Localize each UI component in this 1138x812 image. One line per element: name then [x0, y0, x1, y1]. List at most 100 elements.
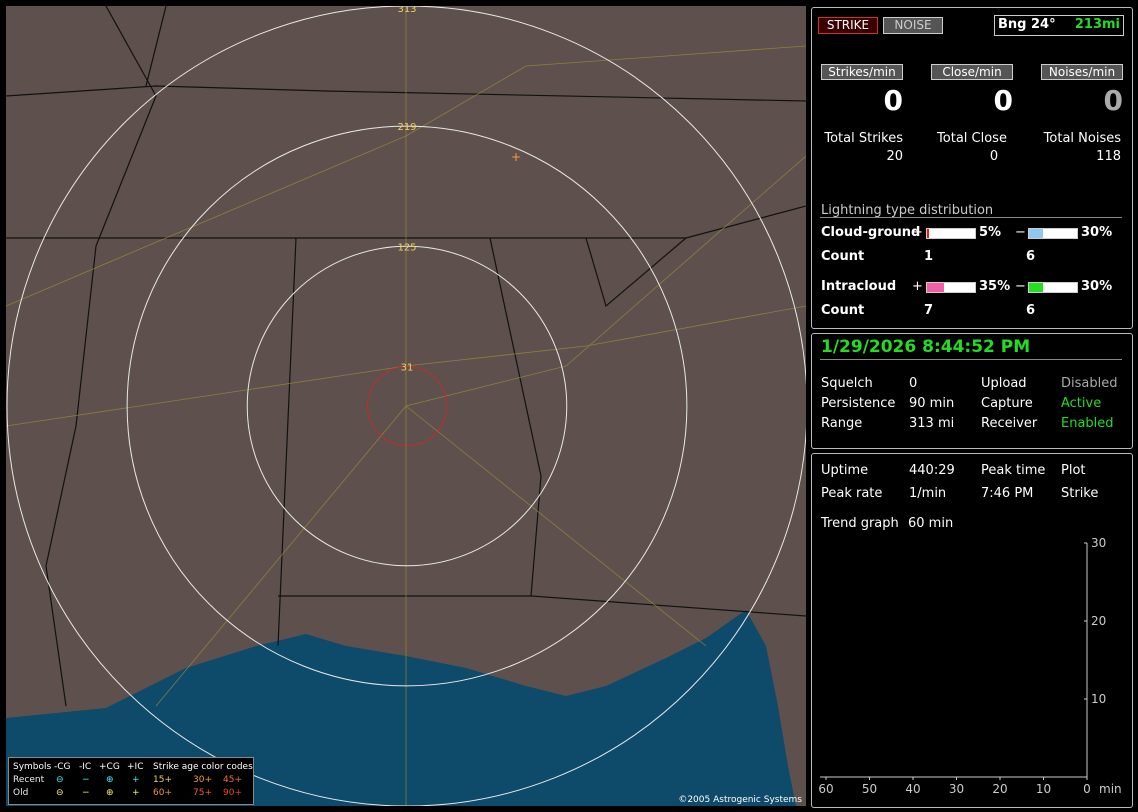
legend-cell: ⊕ [106, 775, 114, 785]
x-tick-label: 40 [905, 782, 920, 796]
range-ring [6, 6, 806, 806]
range-ring [126, 125, 688, 687]
noise-button[interactable]: NOISE [883, 17, 943, 34]
stat-item: Strike [1061, 486, 1099, 501]
legend-header: +IC [127, 762, 144, 772]
total-value: 118 [1096, 149, 1121, 164]
status-item: Upload [981, 376, 1027, 391]
percent: 30% [1081, 225, 1113, 240]
total-label: Total Noises [1043, 131, 1121, 146]
copyright: ©2005 Astrogenic Systems [678, 795, 802, 805]
counts-panel [811, 7, 1133, 329]
count: 7 [924, 303, 934, 318]
status-item: Enabled [1061, 416, 1114, 431]
rate-value: 0 [1103, 84, 1123, 117]
legend-header: Symbols [13, 762, 52, 772]
legend-header: -CG [54, 762, 71, 772]
state-lines [6, 6, 806, 707]
bar-fill [927, 229, 930, 238]
count-label: Count [821, 249, 865, 264]
sign: + [912, 279, 923, 294]
map: + ©2005 Astrogenic Systems 31 125 219 313 [6, 6, 806, 806]
legend-cell: ⊖ [56, 775, 64, 785]
stat-item: Peak rate [821, 486, 883, 501]
legend-header: Strike age color codes [153, 762, 253, 772]
sign: + [912, 225, 923, 240]
stat-item: 7:46 PM [981, 486, 1034, 501]
stat-item: Plot [1061, 463, 1086, 478]
legend-cell: ⊕ [106, 788, 114, 798]
legend-cell: 45+ [223, 775, 242, 785]
legend-cell: 90+ [223, 788, 242, 798]
legend-header: +CG [99, 762, 120, 772]
divider [820, 359, 1122, 360]
type-name: Cloud-ground [821, 225, 921, 240]
legend-cell: 15+ [153, 775, 172, 785]
legend-cell: + [132, 775, 140, 785]
percent: 5% [979, 225, 1002, 240]
trend-label: Trend graph [821, 516, 899, 531]
stat-item: 1/min [909, 486, 947, 501]
legend-cell: 75+ [193, 788, 212, 798]
range-ring [246, 245, 568, 567]
legend-cell: − [82, 788, 90, 798]
x-tick-label: 60 [818, 782, 833, 796]
sign: − [1015, 279, 1026, 294]
legend-cell: + [132, 788, 140, 798]
count: 6 [1026, 303, 1036, 318]
legend-cell: ⊖ [56, 788, 64, 798]
status-item: Active [1061, 396, 1102, 411]
status-item: Squelch [821, 376, 873, 391]
trend-value: 60 min [908, 516, 954, 531]
status-item: 313 mi [909, 416, 955, 431]
y-tick-label: 10 [1091, 692, 1106, 706]
status-item: Persistence [821, 396, 896, 411]
bearing-box: Bng 24° 213mi [994, 15, 1124, 36]
bar-box [1028, 282, 1078, 293]
status-item: Disabled [1061, 376, 1118, 391]
rate-label: Close/min [931, 64, 1013, 80]
y-tick-label: 20 [1091, 614, 1106, 628]
distance: 213mi [1074, 17, 1120, 32]
trend-graph: 10 20 30 60 50 40 30 20 10 0 min [818, 536, 1122, 796]
status-item: 0 [909, 376, 918, 391]
strike-marker: + [511, 150, 521, 164]
legend-cell: 60+ [153, 788, 172, 798]
status-item: Receiver [981, 416, 1038, 431]
total-label: Total Strikes [824, 131, 903, 146]
ring-label: 125 [397, 242, 416, 253]
legend-cell: Old [13, 788, 29, 798]
total-label: Total Close [937, 131, 1007, 146]
stat-item: Uptime [821, 463, 869, 478]
x-tick-label: 20 [992, 782, 1007, 796]
total-value: 0 [989, 149, 999, 164]
stat-item: 440:29 [909, 463, 955, 478]
legend-header: -IC [79, 762, 92, 772]
type-name: Intracloud [821, 279, 897, 294]
percent: 35% [979, 279, 1011, 294]
x-tick-label: 10 [1036, 782, 1051, 796]
legend-cell: Recent [13, 775, 45, 785]
bar-box [926, 282, 976, 293]
rate-value: 0 [993, 84, 1013, 117]
x-tick-label: 30 [949, 782, 964, 796]
rate-label: Strikes/min [821, 64, 903, 80]
x-unit: min [1099, 782, 1122, 796]
legend-cell: − [82, 775, 90, 785]
bar-box [926, 228, 976, 239]
ring-label: 31 [401, 362, 414, 373]
rate-label: Noises/min [1041, 64, 1123, 80]
bearing: Bng 24° [998, 17, 1056, 32]
legend-cell: 30+ [193, 775, 212, 785]
roads [6, 6, 806, 806]
status-panel [811, 333, 1133, 449]
rate-value: 0 [883, 84, 903, 117]
bar-fill [927, 283, 944, 292]
status-item: Range [821, 416, 863, 431]
count: 6 [1026, 249, 1036, 264]
datetime: 1/29/2026 8:44:52 PM [821, 337, 1031, 357]
stats-panel [811, 453, 1133, 808]
sign: − [1015, 225, 1026, 240]
strike-button[interactable]: STRIKE [818, 17, 878, 34]
